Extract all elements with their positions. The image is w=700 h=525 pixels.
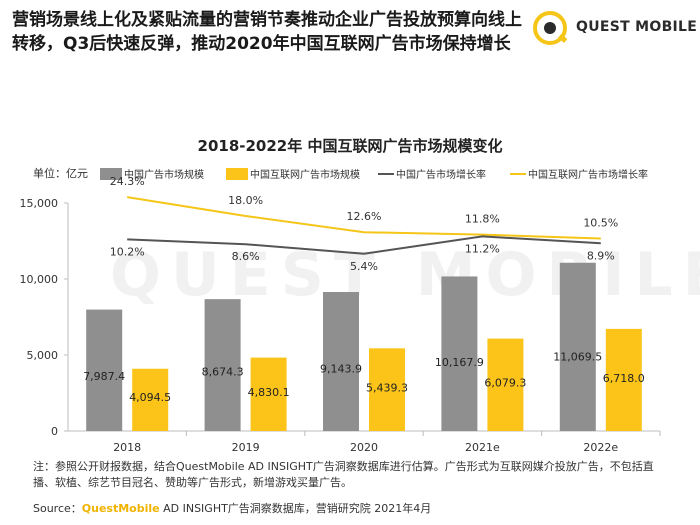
- logo-text: QUEST MOBILE: [576, 19, 698, 35]
- bar-internet-label-0: 4,094.5: [129, 391, 171, 404]
- unit-label: 单位：亿元: [33, 166, 88, 180]
- legend-swatch-1: [226, 168, 248, 180]
- x-tick-label-3: 2021e: [465, 441, 500, 454]
- bar-internet-label-3: 6,079.3: [484, 377, 526, 390]
- source-label: Source：: [33, 502, 82, 515]
- source-brand: QuestMobile: [81, 502, 160, 515]
- line-internet-growth-label-3: 11.8%: [465, 213, 500, 226]
- x-tick-label-1: 2019: [232, 441, 260, 454]
- brand-logo: QUEST MOBILE: [532, 10, 697, 46]
- line-internet-growth-label-0: 24.3%: [110, 175, 145, 188]
- bar-internet-3: [487, 338, 524, 431]
- y-tick-label-3: 15,000: [20, 197, 59, 210]
- bar-market-2: [323, 292, 359, 431]
- bar-internet-4: [605, 328, 642, 431]
- bar-internet-0: [132, 368, 169, 431]
- line-market-growth-label-4: 8.9%: [587, 249, 615, 262]
- line-internet-growth-label-2: 12.6%: [347, 210, 382, 223]
- bar-internet-1: [250, 357, 287, 431]
- x-tick-label-4: 2022e: [583, 441, 618, 454]
- footnote: 注：参照公开财报数据，结合QuestMobile AD INSIGHT广告洞察数…: [33, 460, 654, 489]
- line-market-growth: [127, 235, 601, 255]
- bar-market-label-0: 7,987.4: [83, 370, 125, 383]
- legend-swatch-0: [100, 168, 122, 180]
- bar-market-label-1: 8,674.3: [202, 366, 244, 379]
- page-headline: 营销场景线上化及紧贴流量的营销节奏推动企业广告投放预算向线上转移，Q3后快速反弹…: [12, 10, 522, 54]
- bar-market-label-2: 9,143.9: [320, 363, 362, 376]
- bar-internet-label-1: 4,830.1: [248, 386, 290, 399]
- legend-label-0: 中国广告市场规模: [124, 168, 204, 181]
- y-tick-label-2: 10,000: [20, 273, 59, 286]
- bar-market-3: [441, 276, 478, 431]
- source-line: Source：QuestMobile AD INSIGHT广告洞察数据库，营销研…: [33, 500, 431, 516]
- line-market-growth-label-0: 10.2%: [110, 245, 145, 258]
- line-internet-growth: [127, 196, 601, 240]
- bar-market-label-4: 11,069.5: [553, 350, 602, 363]
- legend-label-2: 中国广告市场增长率: [396, 168, 486, 181]
- bar-internet-label-4: 6,718.0: [603, 372, 645, 385]
- legend-label-1: 中国互联网广告市场规模: [250, 168, 360, 181]
- bar-market-0: [86, 309, 123, 431]
- bar-internet-2: [369, 348, 405, 431]
- line-market-growth-label-2: 5.4%: [350, 260, 378, 273]
- source-rest: AD INSIGHT广告洞察数据库，营销研究院 2021年4月: [159, 502, 432, 515]
- chart-title: 2018-2022年 中国互联网广告市场规模变化: [197, 137, 503, 155]
- legend-label-3: 中国互联网广告市场增长率: [528, 168, 648, 181]
- line-internet-growth-label-4: 10.5%: [583, 217, 618, 230]
- bar-internet-label-2: 5,439.3: [366, 381, 408, 394]
- x-tick-label-0: 2018: [113, 441, 141, 454]
- bar-market-4: [559, 262, 596, 431]
- y-tick-label-0: 0: [51, 425, 58, 438]
- questmobile-logo-icon: [533, 11, 568, 45]
- line-internet-growth-label-1: 18.0%: [228, 194, 263, 207]
- bar-market-1: [204, 299, 241, 431]
- y-tick-label-1: 5,000: [27, 349, 59, 362]
- line-market-growth-label-1: 8.6%: [232, 250, 260, 263]
- line-market-growth-label-3: 11.2%: [465, 242, 500, 255]
- x-tick-label-2: 2020: [350, 441, 378, 454]
- bar-market-label-3: 10,167.9: [435, 356, 484, 369]
